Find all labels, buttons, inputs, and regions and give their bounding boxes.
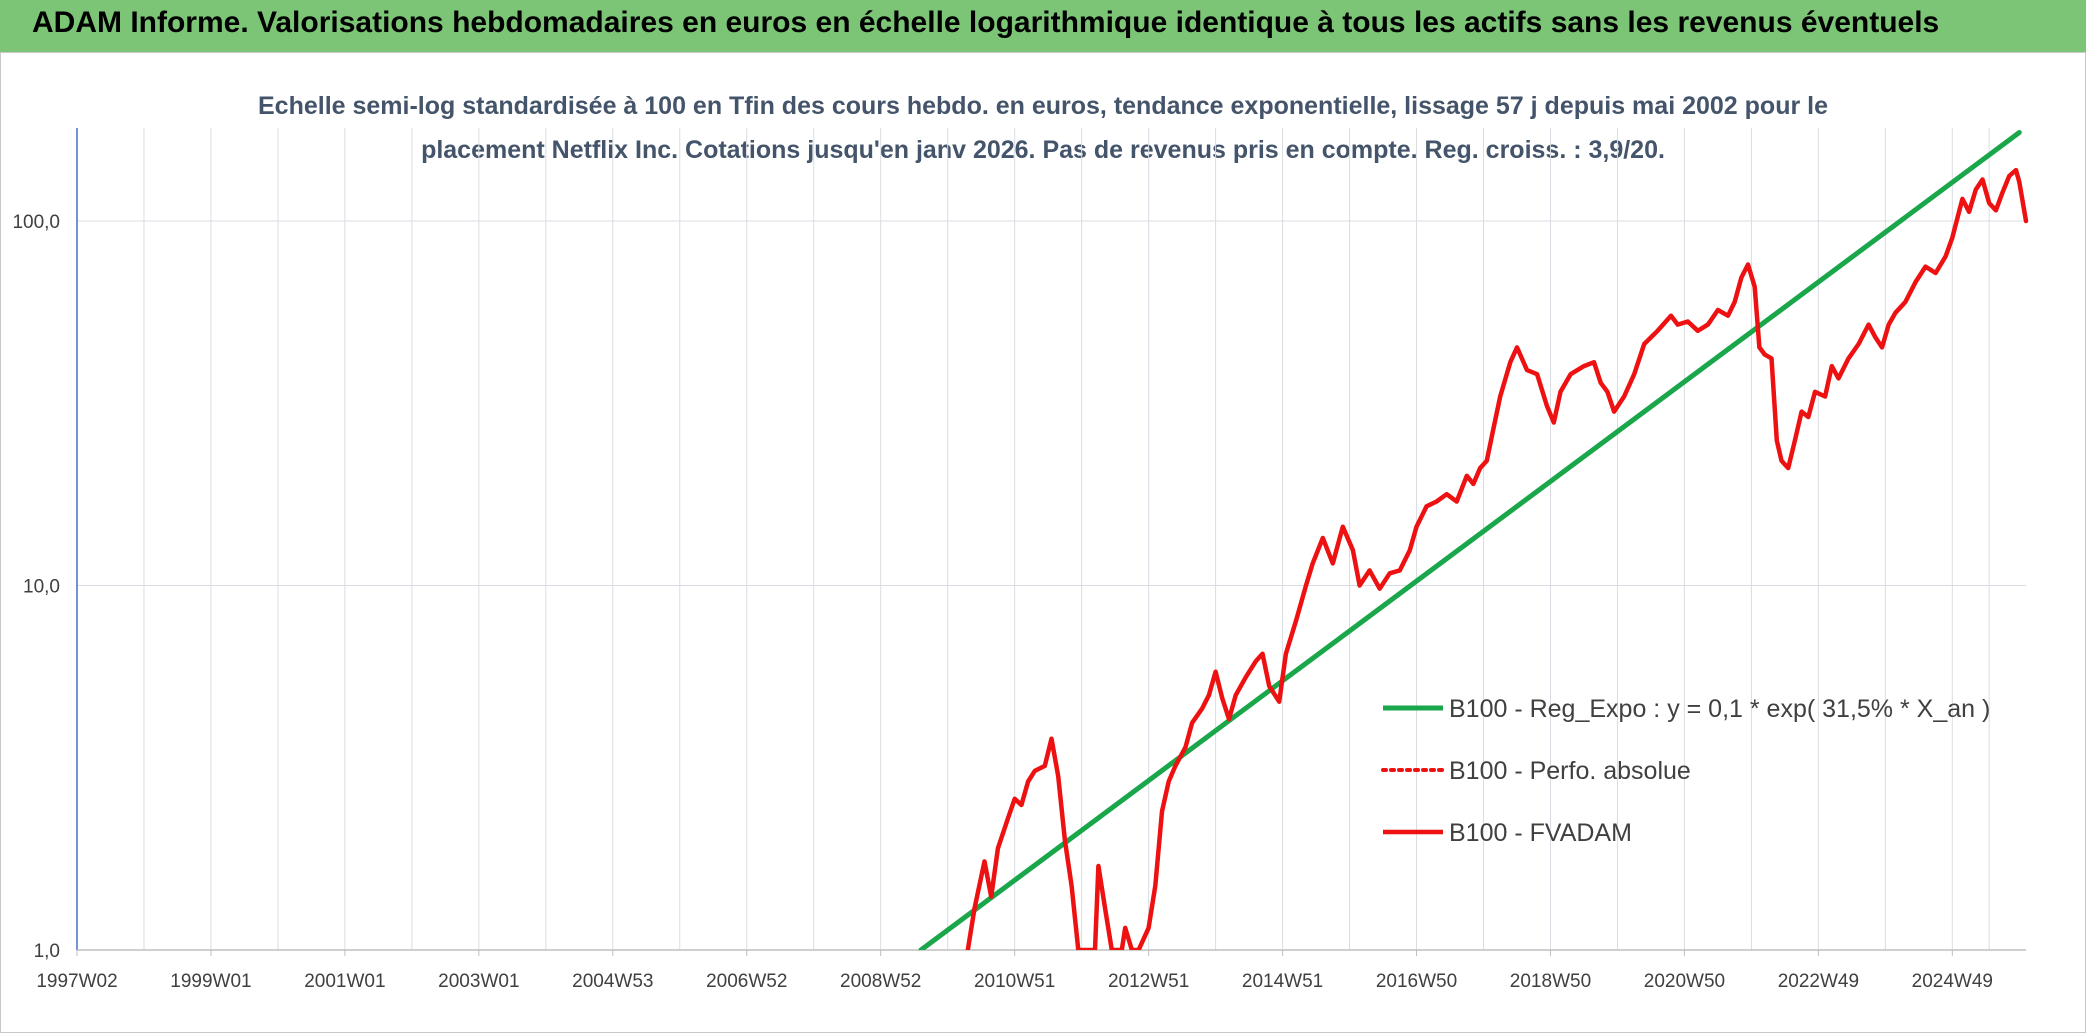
x-tick-label: 2010W51 [974, 971, 1055, 992]
report-title: ADAM Informe. Valorisations hebdomadaire… [32, 6, 1940, 39]
tick-labels: 1997W02 1999W01 2001W01 2003W01 2004W53 2006W… [12, 212, 1993, 992]
x-tick-label: 2020W50 [1644, 971, 1725, 992]
series-line-solid-green [918, 130, 2022, 950]
x-tick-label: 2024W49 [1912, 971, 1993, 992]
legend-entry-label: B100 - FVADAM [1449, 819, 1632, 847]
y-tick-label: 10,0 [23, 577, 60, 598]
x-tick-label: 1999W01 [170, 971, 251, 992]
chart-frame [0, 52, 2086, 1033]
x-tick-label: 2001W01 [304, 971, 385, 992]
x-tick-label: 2006W52 [706, 971, 787, 992]
x-tick-label: 2018W50 [1510, 971, 1591, 992]
y-tick-label: 1,0 [34, 941, 60, 962]
x-tick-label: 2022W49 [1778, 971, 1859, 992]
y-tick-label: 100,0 [12, 212, 60, 233]
x-tick-label: 1997W02 [36, 971, 117, 992]
x-tick-label: 2012W51 [1108, 971, 1189, 992]
legend-entry-label: B100 - Perfo. absolue [1449, 757, 1691, 785]
series-line-solid-red [965, 167, 2029, 950]
x-tick-label: 2014W51 [1242, 971, 1323, 992]
series-lines [918, 130, 2029, 950]
grid-lines [77, 128, 2026, 951]
x-tick-label: 2004W53 [572, 971, 653, 992]
x-tick-label: 2016W50 [1376, 971, 1457, 992]
axes [76, 128, 2026, 956]
chart-title-line1: Echelle semi-log standardisée à 100 en T… [258, 92, 1828, 120]
legend-entry-label: B100 - Reg_Expo : y = 0,1 * exp( 31,5% *… [1449, 695, 1990, 723]
x-tick-label: 2008W52 [840, 971, 921, 992]
legend: B100 - Reg_Expo : y = 0,1 * exp( 31,5% *… [1381, 695, 1990, 847]
report-header: ADAM Informe. Valorisations hebdomadaire… [0, 0, 2086, 54]
x-tick-label: 2003W01 [438, 971, 519, 992]
chart-title-line2: placement Netflix Inc. Cotations jusqu'e… [421, 136, 1665, 164]
